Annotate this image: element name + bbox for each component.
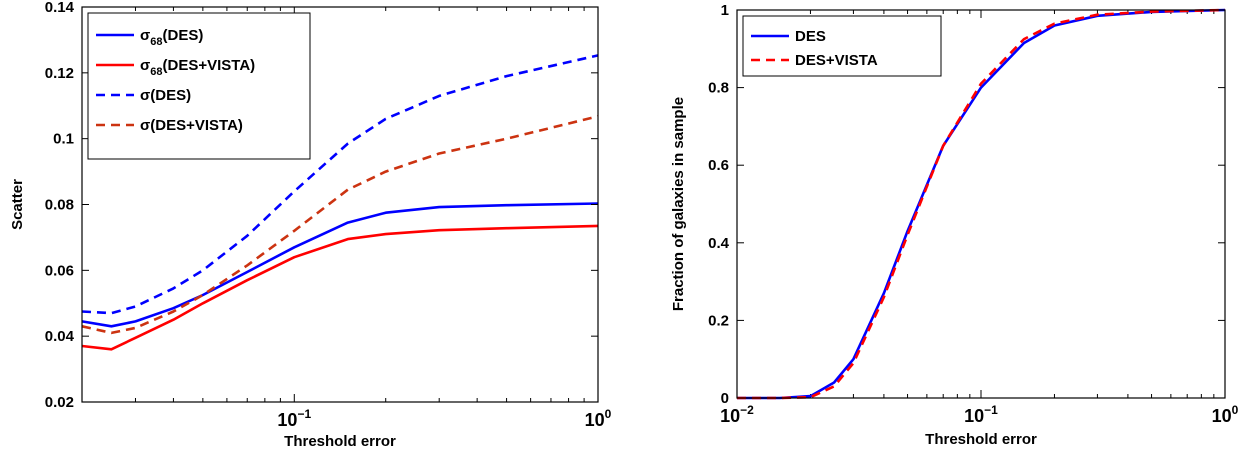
x-axis-label: Threshold error	[925, 431, 1037, 448]
series-line-2	[81, 224, 599, 351]
y-tick-label: 0.02	[45, 394, 74, 411]
y-tick-label: 0.8	[708, 80, 729, 97]
series-line-2	[737, 8, 1226, 400]
x-tick-label: 100	[585, 407, 612, 430]
x-tick-label: 10−2	[720, 403, 754, 426]
y-tick-label: 0.6	[708, 157, 729, 174]
y-axis-label: Fraction of galaxies in sample	[670, 97, 687, 311]
legend-box	[87, 12, 311, 160]
x-tick-label: 10−1	[277, 407, 311, 430]
series-line-4	[81, 115, 599, 335]
legend-entry: DES	[795, 28, 826, 45]
x-axis-label: Threshold error	[284, 433, 396, 450]
legend-entry: σ68(DES)	[140, 27, 203, 48]
y-tick-label: 0.12	[45, 65, 74, 82]
legend-entry: σ(DES+VISTA)	[140, 117, 243, 134]
x-tick-label: 10−1	[964, 403, 998, 426]
legend: DES DES+VISTA	[742, 15, 942, 77]
series-line-1	[81, 202, 599, 328]
y-tick-label: 0.2	[708, 312, 729, 329]
legend: σ68(DES) σ68(DES+VISTA) σ(DES) σ(DES+VISTA)	[87, 12, 311, 160]
legend-box	[742, 15, 942, 77]
chart-panel-1: 0.02 0.04 0.06 0.08 0.1 0.12 0.14 10−1 100 Thresh…	[9, 0, 612, 450]
y-tick-label: 0.1	[53, 131, 74, 148]
y-axis-label: Scatter	[9, 179, 26, 230]
y-tick-label: 0.4	[708, 235, 730, 252]
legend-entry: DES+VISTA	[795, 52, 878, 69]
y-tick-label: 0	[721, 390, 729, 407]
y-tick-label: 0.04	[45, 328, 75, 345]
chart-panel-2: 0 0.2 0.4 0.6 0.8 1 10−2 10−1 100 Threshold error…	[670, 2, 1239, 448]
y-tick-label: 0.08	[45, 197, 74, 214]
series-line-3	[81, 54, 599, 315]
y-tick-label: 0.14	[45, 0, 75, 16]
y-tick-label: 1	[721, 2, 729, 19]
legend-entry: σ(DES)	[140, 87, 191, 104]
legend-entry: σ68(DES+VISTA)	[140, 57, 255, 78]
y-tick-label: 0.06	[45, 262, 74, 279]
x-tick-label: 100	[1212, 403, 1239, 426]
